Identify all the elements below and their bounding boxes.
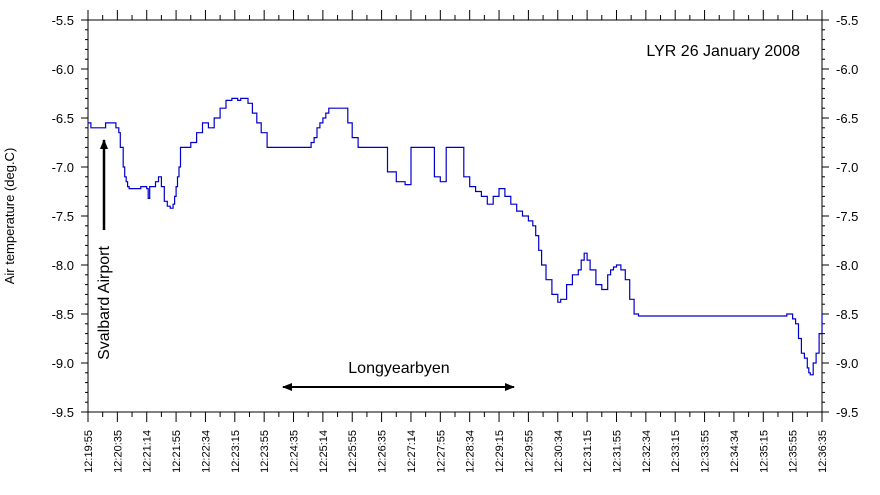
y-tick-label-right: -8.0 [836,258,858,273]
y-axis-right: -5.5 -6.0 -6.5 -7.0 -7.5 -8.0 -8.5 -9.0 -9.5 [822,13,858,420]
y-tick-label-left: -7.0 [52,160,74,175]
y-tick-label-left: -8.5 [52,307,74,322]
x-tick-label: 12:32:34 [641,430,653,473]
x-tick-label: 12:29:15 [494,430,506,473]
x-tick-label: 12:19:55 [83,430,95,473]
x-tick-label: 12:23:15 [230,430,242,473]
chart-title: LYR 26 January 2008 [646,43,800,60]
x-tick-label: 12:24:35 [289,430,301,473]
y-tick-label-right: -7.5 [836,209,858,224]
x-tick-label: 12:33:55 [700,430,712,473]
x-tick-label: 12:36:35 [817,430,829,473]
x-tick-label: 12:33:15 [670,430,682,473]
x-tick-label: 12:23:55 [259,430,271,473]
x-tick-label: 12:25:14 [318,430,330,473]
y-tick-label-right: -9.0 [836,356,858,371]
y-tick-label-left: -9.0 [52,356,74,371]
x-tick-label: 12:29:55 [523,430,535,473]
y-tick-label-left: -6.0 [52,62,74,77]
y-tick-label-left: -9.5 [52,405,74,420]
x-tick-label: 12:34:34 [729,430,741,473]
x-tick-label: 12:22:34 [200,430,212,473]
x-axis: 12:19:55 12:20:35 12:21:14 12:21:55 12:22:34… [83,10,829,473]
y-tick-label-right: -7.0 [836,160,858,175]
x-tick-label: 12:20:35 [112,430,124,473]
y-axis-left: -5.5 -6.0 -6.5 -7.0 -7.5 -8.0 -8.5 -9.0 -9.5 [52,13,88,420]
x-tick-label: 12:25:55 [347,430,359,473]
x-tick-label: 12:26:35 [377,430,389,473]
x-tick-label: 12:31:15 [582,430,594,473]
plot-frame [87,19,823,413]
y-tick-label-left: -6.5 [52,111,74,126]
x-tick-label: 12:28:34 [465,430,477,473]
longyearbyen-label: Longyearbyen [348,360,449,377]
series-layer [88,97,823,376]
y-tick-label-right: -8.5 [836,307,858,322]
y-tick-label-right: -9.5 [836,405,858,420]
y-tick-label-right: -6.5 [836,111,858,126]
svalbard-airport-label: Svalbard Airport [96,246,113,360]
y-tick-label-left: -5.5 [52,13,74,28]
x-tick-label: 12:35:15 [758,430,770,473]
x-tick-label: 12:21:55 [171,430,183,473]
temperature-series-line [88,97,823,376]
y-tick-label-left: -7.5 [52,209,74,224]
x-tick-label: 12:27:14 [406,430,418,473]
y-axis-label: Air temperature (deg.C) [2,148,17,285]
y-tick-label-right: -5.5 [836,13,858,28]
y-tick-label-left: -8.0 [52,258,74,273]
x-tick-label: 12:35:55 [788,430,800,473]
x-tick-label: 12:30:34 [553,430,565,473]
x-tick-label: 12:31:55 [611,430,623,473]
x-tick-label: 12:27:55 [435,430,447,473]
y-tick-label-right: -6.0 [836,62,858,77]
x-tick-label: 12:21:14 [142,430,154,473]
